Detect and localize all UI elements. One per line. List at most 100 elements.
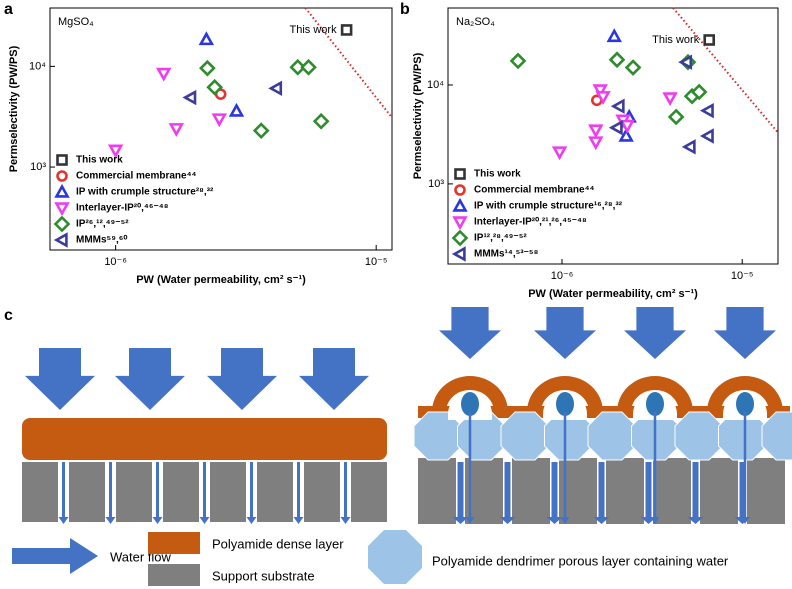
support-block [606, 458, 644, 524]
trend-line [672, 7, 779, 134]
flow-line [203, 462, 206, 518]
marker [198, 31, 215, 46]
annotation: This work [652, 34, 700, 46]
x-tick-label: 10⁻⁶ [104, 256, 127, 268]
dense-layer [22, 418, 387, 460]
legend-swatch [148, 564, 200, 586]
flow-head [640, 517, 657, 524]
panel-label: a [4, 1, 13, 18]
marker [107, 144, 124, 159]
marker [703, 34, 716, 46]
marker [211, 113, 228, 128]
legend-marker [56, 154, 68, 166]
marker [168, 123, 185, 137]
marker [667, 108, 685, 126]
flow-line [344, 462, 347, 518]
water-droplet [461, 392, 479, 416]
y-tick-label: 10³ [30, 161, 46, 173]
water-droplet [556, 392, 574, 416]
x-tick-label: 10⁻⁵ [365, 256, 388, 268]
plot-frame [447, 7, 779, 265]
marker [595, 91, 611, 105]
legend-marker [452, 216, 468, 231]
marker [699, 128, 714, 144]
marker [588, 136, 604, 151]
panel-label: b [400, 1, 410, 18]
legend-arrow [12, 538, 98, 574]
plot-frame [49, 7, 393, 251]
water-arrow [534, 307, 596, 359]
marker [606, 28, 622, 43]
legend-label: Polyamide dendrimer porous layer contain… [432, 553, 729, 568]
legend-marker [54, 202, 70, 217]
flow-line [551, 462, 558, 518]
water-arrow [624, 307, 686, 359]
flow-line [156, 462, 159, 518]
water-droplet [646, 392, 664, 416]
marker [608, 51, 626, 69]
marker [618, 127, 634, 142]
water-arrow [25, 348, 95, 410]
flow-head [734, 517, 751, 524]
marker [699, 102, 714, 119]
annotation: This work [290, 24, 338, 36]
dendrimer-octagon [587, 411, 637, 461]
marker [206, 78, 224, 96]
support-block [210, 462, 246, 522]
marker [289, 58, 307, 76]
legend-label: IP²⁶,¹²,⁴⁹⁻⁵² [76, 219, 129, 230]
flow-line [62, 462, 65, 518]
marker [312, 112, 330, 130]
marker [300, 58, 317, 76]
y-tick-label: 10³ [428, 178, 444, 190]
flow-line [653, 412, 657, 518]
support-block [257, 462, 293, 522]
flow-head [293, 517, 304, 524]
support-block [351, 462, 387, 522]
flow-line [457, 462, 464, 518]
water-arrow [714, 307, 776, 359]
flow-line [598, 462, 605, 518]
support-block [22, 462, 58, 522]
legend-label: This work [76, 155, 123, 166]
y-tick-label: 10⁴ [29, 60, 46, 72]
legend-label: Interlayer-IP²⁰,²¹,²⁶,⁴⁵⁻⁴⁸ [474, 217, 587, 228]
legend-label: IP with crumple structure¹⁶,²⁸,³² [474, 201, 623, 212]
legend-label: This work [474, 169, 521, 180]
flow-head [105, 517, 116, 524]
flow-head [546, 517, 563, 524]
legend-octagon [368, 530, 422, 584]
legend-marker [56, 170, 68, 182]
x-axis-label: PW (Water permeability, cm² s⁻¹) [136, 274, 306, 286]
marker [678, 54, 693, 70]
marker [182, 89, 197, 106]
flow-line [645, 462, 652, 518]
legend-label: Commercial membrane⁴⁴ [76, 171, 197, 182]
legend-marker [54, 183, 70, 198]
flow-head [593, 517, 610, 524]
marker [199, 59, 216, 77]
support-block [116, 462, 152, 522]
flow-line [563, 412, 567, 518]
x-tick-label: 10⁻⁶ [551, 270, 574, 282]
support-block [69, 462, 105, 522]
marker [252, 122, 270, 139]
flow-line [692, 462, 699, 518]
legend-label: Commercial membrane⁴⁴ [474, 185, 595, 196]
legend-marker [451, 229, 469, 247]
legend-label: MMMs⁵⁹,⁶⁰ [76, 235, 127, 246]
water-arrow [207, 348, 277, 410]
x-tick-label: 10⁻⁵ [731, 270, 754, 282]
legend-marker [454, 184, 466, 196]
panel-label: c [4, 307, 13, 324]
dome [707, 376, 783, 412]
legend-label: Support substrate [212, 568, 315, 583]
water-arrow [439, 307, 501, 359]
marker [690, 83, 708, 101]
y-axis-label: Permselectivity (PW/PS) [8, 45, 20, 172]
marker [681, 139, 696, 155]
marker [592, 84, 608, 99]
support-block [163, 462, 199, 522]
y-tick-label: 10⁴ [427, 79, 444, 91]
chart-title: MgSO₄ [58, 16, 94, 28]
